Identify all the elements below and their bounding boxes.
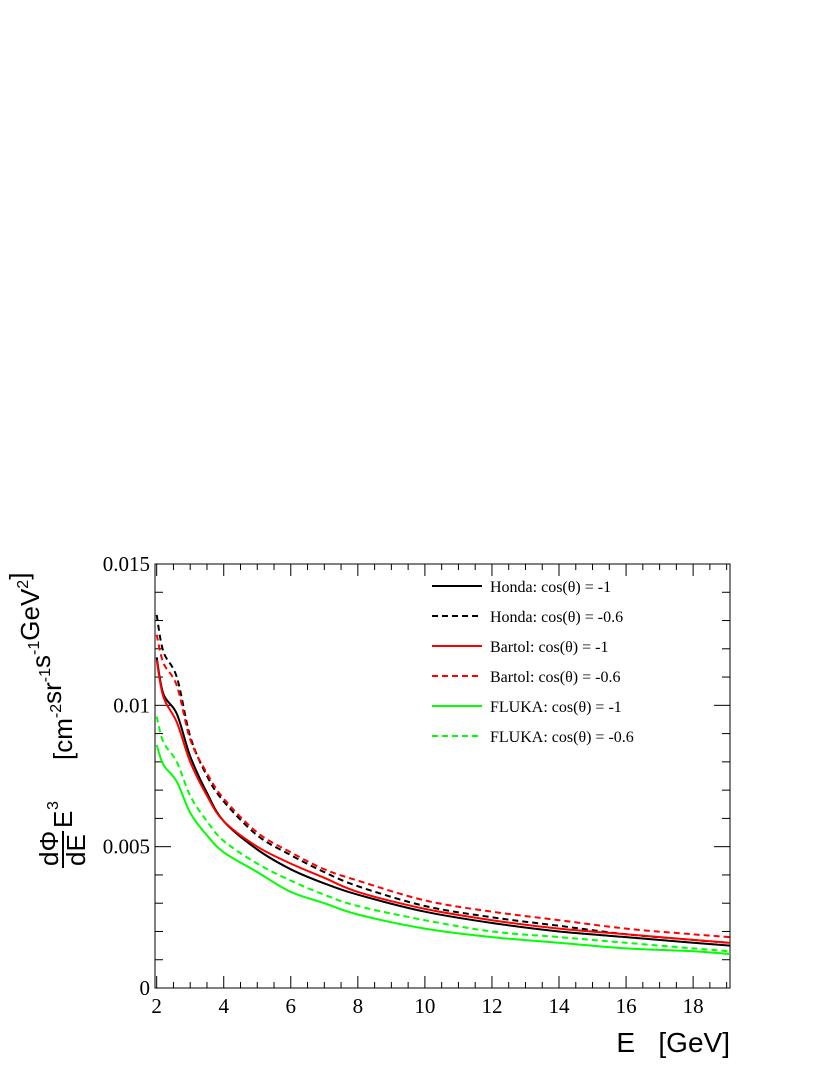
y-axis-unit-exponent: 2 [15,580,32,589]
y-axis-title-factor: E [48,811,78,828]
series-layer [155,614,731,956]
series-line-4 [155,744,731,956]
legend-label-1: Honda: cos(θ) = -0.6 [490,609,623,626]
y-axis-unit-exponent: -1 [37,668,54,682]
y-tick-label: 0 [140,976,151,1000]
x-tick-label: 6 [286,994,297,1018]
legend-label-0: Honda: cos(θ) = -1 [490,579,611,596]
legend-label-3: Bartol: cos(θ) = -0.6 [490,669,620,686]
legend: Honda: cos(θ) = -1 Honda: cos(θ) = -0.6 Ba… [432,579,634,746]
x-tick-label: 2 [151,994,162,1018]
y-axis-unit-exponent: -2 [48,704,65,718]
y-axis-title-numerator: dΦ [34,831,64,866]
legend-label-5: FLUKA: cos(θ) = -0.6 [490,729,634,746]
y-tick-label: 0.005 [103,835,150,859]
x-axis-title: E [GeV] [616,1027,730,1058]
y-axis-title-denominator: dE [61,834,91,866]
axis-labels: 2 4 6 8 10 12 14 16 18 0 0.005 0.01 0.015 E [GeV] dΦdE… [4,552,730,1058]
x-tick-label: 18 [683,994,704,1018]
y-axis-title-unit: [cm-2sr-1s-1GeV2] [4,573,78,760]
y-axis-title-factor-exponent: 3 [45,801,62,810]
y-axis-unit-exponent: -1 [26,641,43,655]
y-axis-unit-part: GeV [15,588,45,641]
y-tick-label: 0.015 [103,552,150,576]
x-tick-label: 14 [549,994,571,1018]
x-tick-label: 12 [481,994,502,1018]
y-axis-unit-part: sr [37,682,67,704]
axes [154,563,731,989]
y-axis-unit-part: s [26,655,56,668]
series-line-0 [155,657,731,947]
series-line-5 [155,716,731,953]
series-line-2 [155,659,731,944]
x-tick-label: 8 [353,994,364,1018]
plot-frame [154,563,731,989]
legend-label-2: Bartol: cos(θ) = -1 [490,639,608,656]
legend-label-4: FLUKA: cos(θ) = -1 [490,699,622,716]
y-axis-unit-part: [cm [48,718,78,760]
x-tick-label: 4 [218,994,229,1018]
series-line-1 [155,614,731,944]
y-axis-unit-part: ] [4,573,34,580]
x-tick-label: 10 [414,994,435,1018]
series-line-3 [155,634,731,939]
x-tick-label: 16 [616,994,637,1018]
y-tick-label: 0.01 [113,693,150,717]
